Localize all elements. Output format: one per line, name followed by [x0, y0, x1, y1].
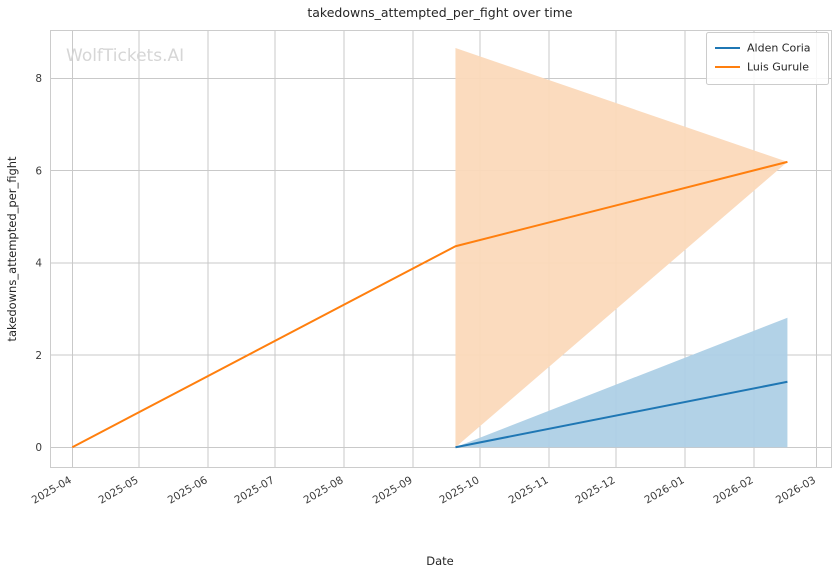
- y-axis-label: takedowns_attempted_per_fight: [5, 156, 19, 342]
- series-line-alden-coria: [455, 380, 788, 449]
- chart-title: takedowns_attempted_per_fight over time: [307, 5, 573, 20]
- x-tick-label: 2025-11: [507, 474, 551, 506]
- x-tick-label: 2025-12: [573, 474, 617, 506]
- chart-legend[interactable]: Alden Coria Luis Gurule: [706, 32, 829, 85]
- x-axis-ticks: 2025-04 2025-05 2025-06 2025-07 2025-08 2025-…: [30, 474, 818, 506]
- x-tick-label: 2025-06: [166, 474, 210, 506]
- x-tick-label: 2025-09: [371, 474, 415, 506]
- x-tick-label: 2026-02: [712, 474, 756, 506]
- x-tick-label: 2025-04: [30, 474, 74, 506]
- series-line-luis-gurule: [71, 160, 788, 449]
- y-tick-label: 0: [35, 442, 42, 454]
- y-axis-ticks: 0 2 4 6 8: [35, 73, 42, 454]
- legend-label-luis-gurule: Luis Gurule: [747, 61, 809, 74]
- y-tick-label: 2: [35, 350, 42, 362]
- confidence-bands: [455, 47, 788, 448]
- confidence-band-alden-coria: [455, 317, 788, 448]
- plot-area-border: [50, 30, 832, 468]
- x-tick-label: 2026-03: [774, 474, 818, 506]
- x-tick-label: 2026-01: [643, 474, 687, 506]
- legend-label-alden-coria: Alden Coria: [747, 42, 811, 55]
- x-tick-label: 2025-05: [97, 474, 141, 506]
- x-tick-label: 2025-07: [233, 474, 277, 506]
- x-axis-label: Date: [426, 554, 454, 568]
- x-tick-label: 2025-10: [438, 474, 482, 506]
- watermark-label: WolfTickets.AI: [66, 46, 184, 66]
- confidence-band-luis-gurule: [455, 47, 788, 448]
- x-tick-label: 2025-08: [302, 474, 346, 506]
- y-tick-label: 8: [35, 73, 42, 85]
- series-lines: [71, 160, 788, 449]
- y-tick-label: 4: [35, 258, 42, 270]
- y-tick-label: 6: [35, 165, 42, 177]
